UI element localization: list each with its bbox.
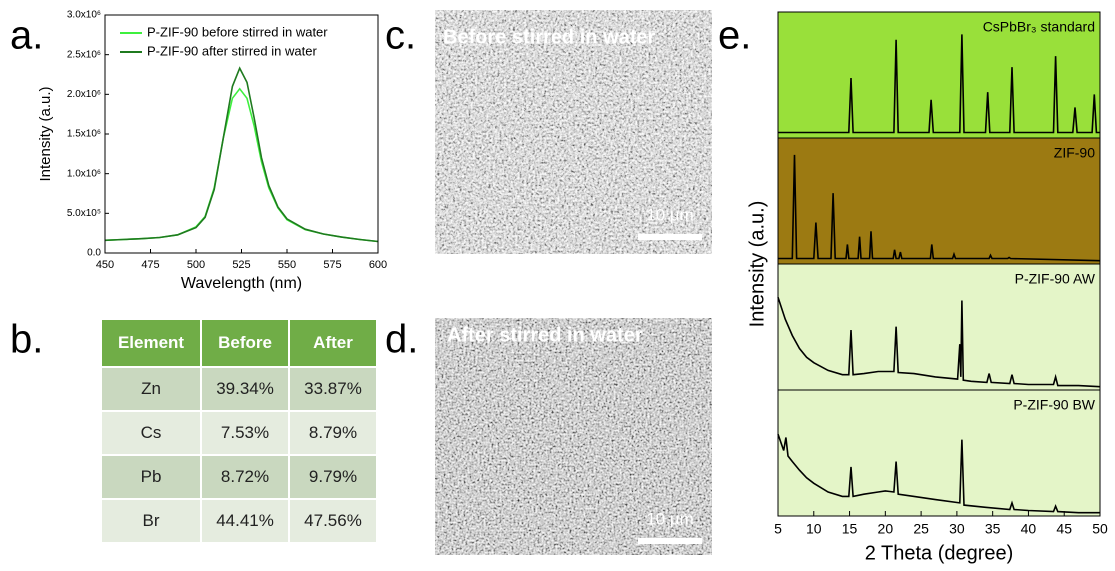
panel-label: e. xyxy=(718,14,751,58)
x-tick-label: 450 xyxy=(96,259,114,271)
table-cell: After xyxy=(288,318,378,368)
x-axis-label: 2 Theta (degree) xyxy=(865,542,1014,564)
y-tick-label: 1.0x10⁶ xyxy=(67,168,101,179)
x-tick-label: 5 xyxy=(774,521,782,537)
panel-label: d. xyxy=(385,318,418,362)
x-tick-label: 600 xyxy=(369,259,387,271)
table-cell: 8.79% xyxy=(288,410,378,456)
spectrum-line xyxy=(104,66,379,243)
image-title: Before stirred in water xyxy=(443,26,656,48)
table-row: Zn 39.34% 33.87% xyxy=(99,366,378,412)
xrd-pattern xyxy=(778,34,1100,134)
pattern-panel xyxy=(777,389,1101,517)
table-header: Element Before After xyxy=(99,318,378,368)
y-tick-label: 1.5x10⁶ xyxy=(67,129,101,140)
y-tick-label: 3.0x10⁶ xyxy=(67,10,101,21)
element-table: Element Before After Zn 39.34% 33.87% Cs 7.53% 8… xyxy=(99,318,378,544)
x-tick-label: 525 xyxy=(232,259,250,271)
y-tick-label: 0.0 xyxy=(87,248,101,259)
y-axis-label: Intensity (a.u.) xyxy=(37,86,54,181)
table-cell: 44.41% xyxy=(200,498,291,544)
table-cell: 47.56% xyxy=(288,498,378,544)
x-tick-label: 550 xyxy=(278,259,296,271)
table-cell: Br xyxy=(99,498,203,544)
panel-label: a. xyxy=(10,14,43,58)
pattern-name: P-ZIF-90 AW xyxy=(1015,271,1096,287)
x-axis-label: Wavelength (nm) xyxy=(181,275,302,292)
table-cell: 8.72% xyxy=(200,454,291,500)
table-cell: Zn xyxy=(99,366,203,412)
y-tick-label: 2.5x10⁶ xyxy=(67,49,101,60)
x-tick-label: 475 xyxy=(141,259,159,271)
panel-label: c. xyxy=(385,14,416,58)
x-tick-label: 10 xyxy=(806,521,822,537)
scale-label: 10 μm xyxy=(646,205,694,224)
image-title: After stirred in water xyxy=(447,324,643,346)
x-tick-label: 35 xyxy=(985,521,1001,537)
table-cell: Element xyxy=(99,318,203,368)
table-cell: Pb xyxy=(99,454,203,500)
y-axis-label: Intensity (a.u.) xyxy=(746,201,768,328)
table-row: Pb 8.72% 9.79% xyxy=(99,454,378,500)
table-cell: 33.87% xyxy=(288,366,378,412)
table-cell: 7.53% xyxy=(200,410,291,456)
y-tick-label: 5.0x10⁵ xyxy=(67,208,101,219)
pattern-name: ZIF-90 xyxy=(1054,145,1095,161)
x-tick-label: 15 xyxy=(842,521,858,537)
sem-image xyxy=(435,10,712,254)
pattern-panel xyxy=(777,263,1101,391)
pattern-name: CsPbBr₃ standard xyxy=(983,19,1095,35)
pattern-panel xyxy=(777,11,1101,139)
table-row: Cs 7.53% 8.79% xyxy=(99,410,378,456)
x-tick-label: 50 xyxy=(1092,521,1108,537)
x-tick-label: 45 xyxy=(1056,521,1072,537)
table-cell: Before xyxy=(200,318,291,368)
legend-label: P-ZIF-90 after stirred in water xyxy=(147,43,317,58)
x-tick-label: 20 xyxy=(878,521,894,537)
x-tick-label: 40 xyxy=(1021,521,1037,537)
table-cell: Cs xyxy=(99,410,203,456)
spectrum-line xyxy=(104,87,379,243)
x-tick-label: 575 xyxy=(323,259,341,271)
x-tick-label: 25 xyxy=(913,521,929,537)
sem-image xyxy=(435,318,712,555)
x-tick-label: 30 xyxy=(949,521,965,537)
table-cell: 39.34% xyxy=(200,366,291,412)
xrd-pattern xyxy=(777,433,1100,514)
y-tick-label: 2.0x10⁶ xyxy=(67,89,101,100)
scale-bar xyxy=(638,538,702,544)
pattern-panel xyxy=(777,137,1101,265)
scale-bar xyxy=(638,234,702,240)
pattern-name: P-ZIF-90 BW xyxy=(1013,397,1095,413)
xrd-pattern xyxy=(778,154,1101,262)
scale-label: 10 μm xyxy=(646,509,694,528)
table-cell: 9.79% xyxy=(288,454,378,500)
x-tick-label: 500 xyxy=(187,259,205,271)
legend-label: P-ZIF-90 before stirred in water xyxy=(147,24,328,39)
xrd-pattern xyxy=(777,297,1101,388)
table-row: Br 44.41% 47.56% xyxy=(99,498,378,544)
panel-label: b. xyxy=(10,318,43,362)
